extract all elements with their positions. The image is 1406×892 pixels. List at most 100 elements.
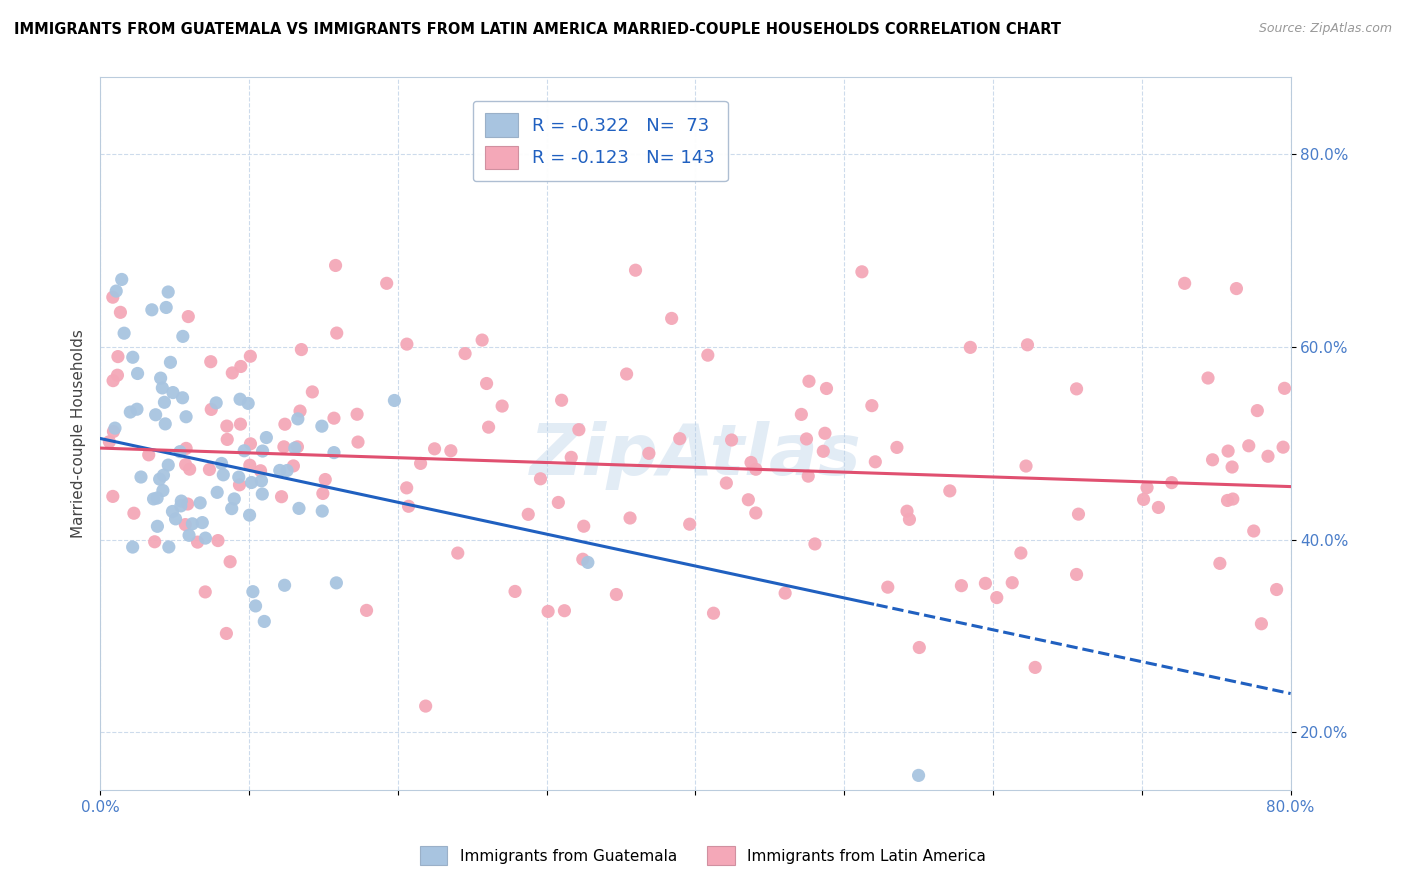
Point <box>104 421 127 435</box>
Point <box>301 384 323 399</box>
Point <box>238 396 260 410</box>
Point <box>773 586 796 600</box>
Point <box>155 301 177 315</box>
Point <box>177 528 200 542</box>
Point <box>1001 575 1024 590</box>
Point <box>101 490 124 504</box>
Point <box>101 290 124 304</box>
Point <box>796 432 818 446</box>
Point <box>217 433 239 447</box>
Point <box>478 420 501 434</box>
Point <box>568 423 591 437</box>
Point <box>205 396 228 410</box>
Point <box>221 366 243 380</box>
Point <box>896 504 918 518</box>
Point <box>229 359 252 374</box>
Point <box>876 580 898 594</box>
Point <box>865 455 887 469</box>
Point <box>720 433 742 447</box>
Point <box>1250 616 1272 631</box>
Point <box>537 604 560 618</box>
Point <box>172 391 194 405</box>
Point <box>103 425 125 439</box>
Point <box>1174 277 1197 291</box>
Point <box>1237 439 1260 453</box>
Point <box>745 506 768 520</box>
Point <box>447 546 470 560</box>
Point <box>239 349 262 363</box>
Point <box>170 499 193 513</box>
Point <box>1197 371 1219 385</box>
Point <box>907 768 929 782</box>
Point <box>959 340 981 354</box>
Point <box>149 371 172 385</box>
Point <box>121 351 143 365</box>
Point <box>1024 660 1046 674</box>
Point <box>1067 507 1090 521</box>
Point <box>191 516 214 530</box>
Point <box>98 434 121 449</box>
Point <box>503 584 526 599</box>
Point <box>187 535 209 549</box>
Point <box>253 615 276 629</box>
Point <box>804 537 827 551</box>
Point <box>239 508 262 523</box>
Point <box>716 476 738 491</box>
Point <box>120 405 142 419</box>
Point <box>745 462 768 476</box>
Point <box>737 492 759 507</box>
Point <box>228 470 250 484</box>
Point <box>1216 444 1239 458</box>
Point <box>174 517 197 532</box>
Point <box>326 326 349 340</box>
Point <box>323 411 346 425</box>
Point <box>898 512 921 526</box>
Point <box>1225 282 1247 296</box>
Point <box>215 626 238 640</box>
Point <box>273 578 295 592</box>
Point <box>219 555 242 569</box>
Point <box>1147 500 1170 515</box>
Point <box>491 399 513 413</box>
Point <box>283 458 305 473</box>
Point <box>125 402 148 417</box>
Point <box>157 458 180 472</box>
Point <box>815 382 838 396</box>
Point <box>1066 567 1088 582</box>
Point <box>1017 338 1039 352</box>
Point <box>950 579 973 593</box>
Point <box>290 343 312 357</box>
Point <box>454 346 477 360</box>
Point <box>398 500 420 514</box>
Point <box>212 467 235 482</box>
Point <box>287 440 309 454</box>
Point <box>146 519 169 533</box>
Point <box>576 556 599 570</box>
Point <box>252 444 274 458</box>
Point <box>790 408 813 422</box>
Point <box>254 431 277 445</box>
Point <box>384 393 406 408</box>
Point <box>249 464 271 478</box>
Point <box>475 376 498 391</box>
Point <box>323 445 346 459</box>
Point <box>886 441 908 455</box>
Y-axis label: Married-couple Households: Married-couple Households <box>72 329 86 538</box>
Point <box>229 392 252 407</box>
Point <box>696 348 718 362</box>
Point <box>224 491 246 506</box>
Point <box>986 591 1008 605</box>
Point <box>205 485 228 500</box>
Point <box>233 443 256 458</box>
Point <box>661 311 683 326</box>
Point <box>121 540 143 554</box>
Point <box>149 472 172 486</box>
Text: ZipAtlas: ZipAtlas <box>530 420 862 490</box>
Point <box>107 350 129 364</box>
Point <box>174 409 197 424</box>
Point <box>287 412 309 426</box>
Point <box>553 604 575 618</box>
Point <box>325 259 347 273</box>
Point <box>194 585 217 599</box>
Point <box>529 472 551 486</box>
